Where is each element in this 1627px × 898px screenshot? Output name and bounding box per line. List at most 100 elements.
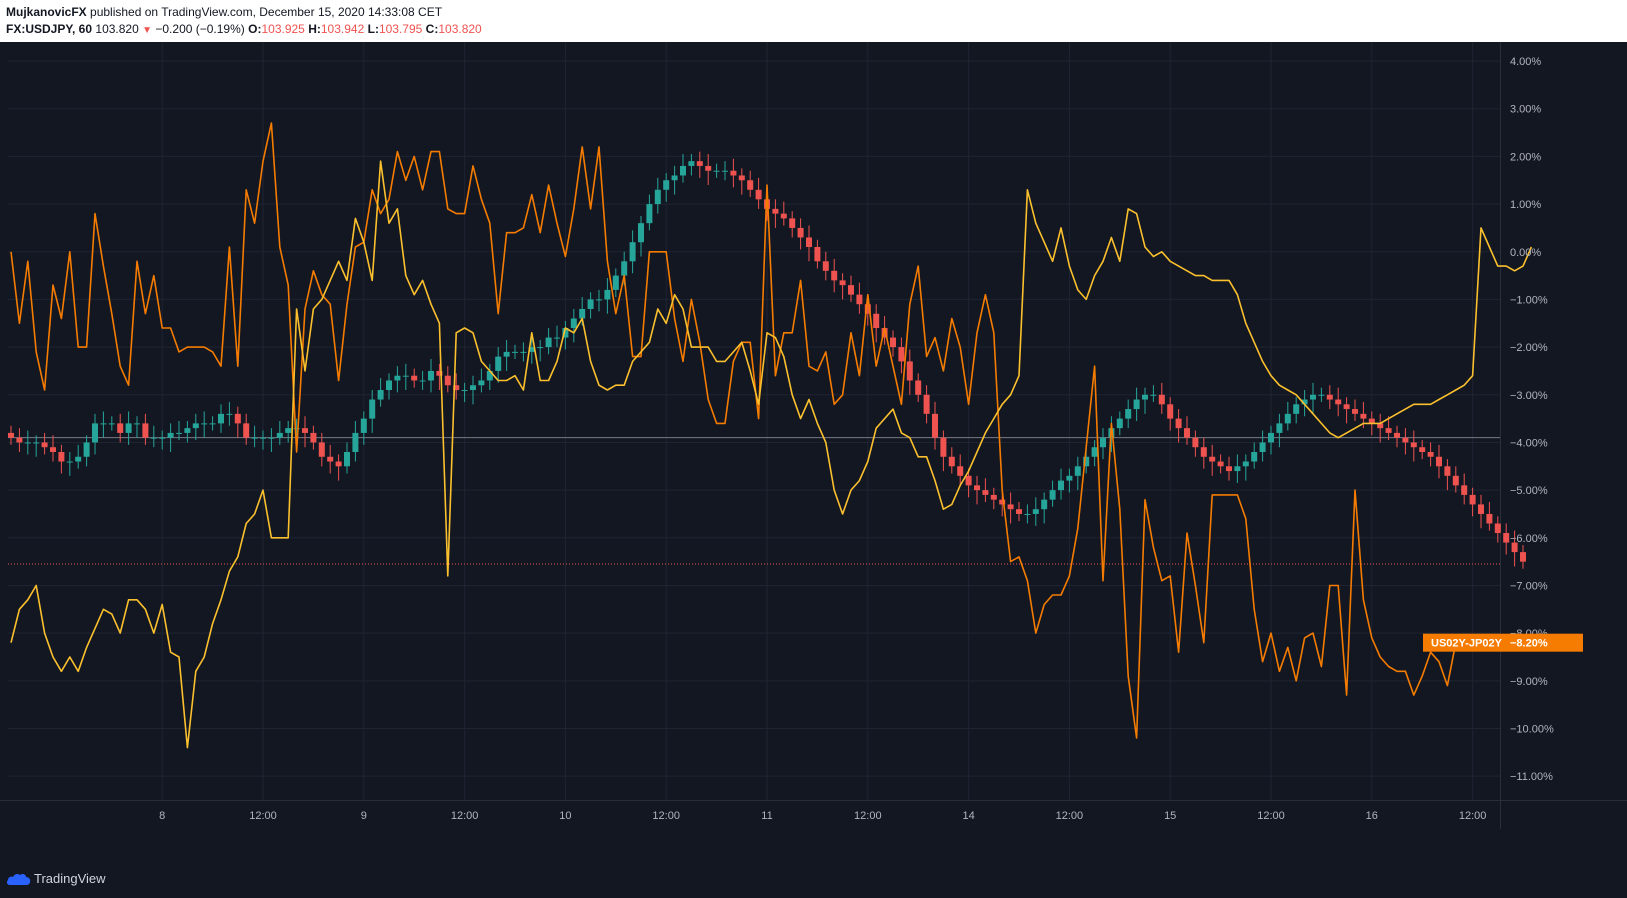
candle-body [83, 442, 90, 457]
candle-body [226, 413, 233, 415]
x-tick-label: 8 [159, 810, 165, 822]
candle-body [1427, 451, 1434, 457]
candle-body [209, 423, 216, 425]
candle-body [923, 394, 930, 414]
close-value: 103.820 [438, 22, 482, 36]
candle-body [201, 423, 208, 425]
ohlc-legend: FX:USDJPY, 60 103.820 ▼ −0.200 (−0.19%) … [6, 22, 482, 36]
chart-area[interactable]: 4.00% 3.00% 2.00% 1.00% 0.00% −1.00% −2.00% −3.… [0, 42, 1627, 861]
candle-body [1150, 394, 1157, 396]
low-label: L: [367, 22, 379, 36]
tradingview-cloud-icon[interactable] [6, 871, 32, 887]
candle-body [503, 351, 510, 357]
candle-body [394, 375, 401, 381]
candle-body [906, 361, 913, 381]
candle-body [1486, 513, 1493, 524]
candle-body [66, 461, 73, 463]
candle-body [293, 428, 300, 430]
candle-body [638, 223, 644, 243]
candle-body [1385, 428, 1392, 433]
badge-label: US02Y-JP02Y [1431, 638, 1503, 650]
candle-body [873, 313, 880, 329]
candle-body [1419, 447, 1426, 452]
high-label: H: [308, 22, 321, 36]
candle-body [545, 337, 552, 348]
candle-body [1041, 499, 1048, 510]
x-tick-label: 12:00 [1257, 810, 1285, 822]
candle-body [1058, 480, 1064, 491]
publication-line: MujkanovicFX published on TradingView.co… [6, 5, 442, 19]
candle-body [360, 418, 367, 433]
price-chart-svg[interactable]: 4.00% 3.00% 2.00% 1.00% 0.00% −1.00% −2.00% −3.… [0, 42, 1627, 861]
candle-body [310, 432, 317, 443]
y-tick-label: 0.00% [1510, 247, 1541, 259]
candle-body [738, 175, 745, 181]
candle-body [663, 180, 670, 190]
candle-body [1091, 447, 1098, 457]
low-value: 103.795 [378, 22, 423, 36]
symbol-label[interactable]: FX:USDJPY, 60 [6, 22, 93, 36]
candle-body [932, 413, 938, 438]
candle-body [478, 380, 485, 386]
comparison-line [10, 160, 1533, 749]
x-tick-label: 12:00 [451, 810, 479, 822]
candle-body [1242, 461, 1249, 467]
candle-body [1318, 394, 1325, 396]
candle-body [1209, 456, 1216, 462]
candle-body [1234, 466, 1241, 472]
candle-body [806, 237, 812, 247]
candle-body [1032, 509, 1039, 514]
candle-body [831, 270, 838, 281]
candle-body [377, 390, 384, 400]
candle-body [629, 242, 636, 262]
candle-body [1226, 466, 1232, 472]
candle-body [814, 246, 821, 262]
candle-body [780, 213, 787, 219]
y-tick-label: −3.00% [1510, 390, 1548, 402]
candle-body [1310, 394, 1316, 400]
candle-body [453, 385, 460, 391]
candle-body [386, 380, 392, 391]
y-tick-label: −4.00% [1510, 437, 1548, 449]
candle-body [688, 161, 695, 166]
candle-body [1074, 466, 1081, 476]
candle-body [1301, 399, 1308, 405]
candle-body [125, 423, 132, 433]
candle-body [344, 451, 350, 467]
candle-body [1024, 513, 1031, 515]
candle-body [1066, 475, 1073, 481]
candle-body [1116, 418, 1123, 429]
candle-body [974, 485, 980, 491]
candle-body [1368, 418, 1375, 424]
candle-body [881, 328, 888, 338]
candle-body [1276, 423, 1283, 433]
candle-body [1167, 404, 1174, 419]
candle-body [184, 428, 191, 433]
candle-body [722, 170, 728, 172]
last-price: 103.820 [95, 22, 139, 36]
candle-body [747, 180, 754, 190]
y-tick-label: −9.00% [1510, 676, 1548, 688]
candle-body [512, 351, 518, 353]
candle-body [108, 423, 115, 425]
candle-body [470, 385, 476, 391]
candle-body [260, 437, 266, 439]
author-name[interactable]: MujkanovicFX [6, 5, 87, 19]
y-tick-label: −6.00% [1510, 533, 1548, 545]
candle-body [1494, 523, 1501, 534]
candle-body [1410, 442, 1417, 448]
candle-body [495, 356, 502, 371]
last-value-badge[interactable]: US02Y-JP02Y −8.20% [1423, 633, 1583, 652]
candle-body [1192, 437, 1199, 448]
candle-body [1326, 394, 1333, 400]
down-triangle-icon: ▼ [142, 25, 153, 36]
candle-body [75, 456, 82, 462]
candle-body [41, 442, 48, 448]
candle-body [730, 170, 737, 176]
candle-body [948, 456, 955, 467]
candle-body [705, 165, 712, 171]
tradingview-brand[interactable]: TradingView [34, 871, 106, 886]
x-tick-label: 10 [559, 810, 571, 822]
candle-body [1511, 542, 1518, 553]
candle-body [797, 227, 804, 238]
